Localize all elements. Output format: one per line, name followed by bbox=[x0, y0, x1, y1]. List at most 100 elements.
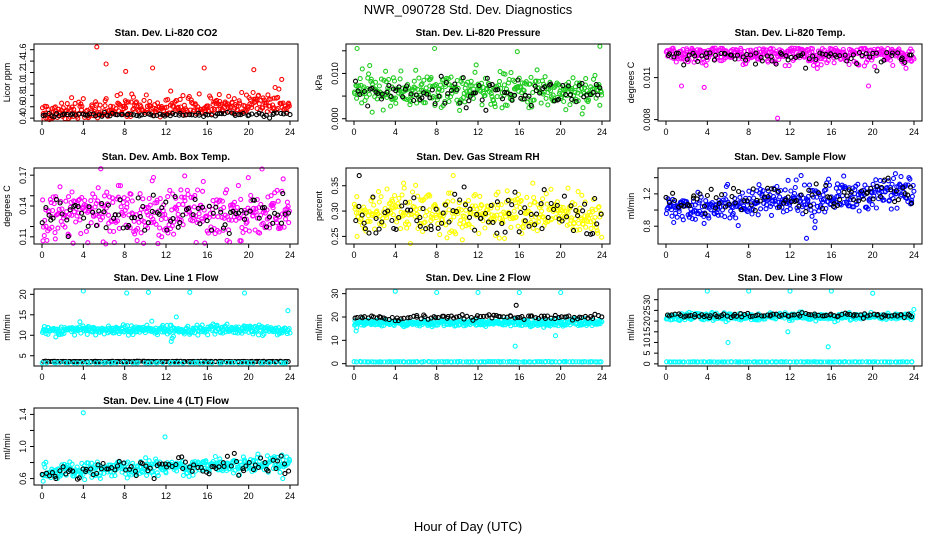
data-point bbox=[124, 201, 130, 207]
data-point bbox=[809, 46, 816, 52]
data-point bbox=[163, 470, 169, 476]
data-point bbox=[769, 58, 775, 64]
data-point bbox=[459, 224, 465, 230]
data-point bbox=[768, 212, 775, 218]
data-point bbox=[84, 331, 90, 337]
data-point bbox=[702, 211, 708, 217]
data-point bbox=[807, 50, 813, 56]
data-point bbox=[885, 175, 891, 181]
data-point bbox=[543, 359, 549, 365]
data-point bbox=[86, 204, 92, 210]
data-point bbox=[388, 94, 394, 100]
data-point bbox=[716, 200, 722, 206]
data-point bbox=[396, 84, 402, 90]
data-point bbox=[148, 360, 154, 366]
data-point bbox=[478, 215, 484, 221]
data-point bbox=[713, 52, 719, 58]
x-tick-label: 24 bbox=[285, 250, 295, 260]
data-point bbox=[589, 359, 595, 365]
data-point bbox=[176, 202, 182, 208]
data-point bbox=[741, 198, 747, 204]
data-point bbox=[171, 231, 177, 237]
data-point bbox=[722, 191, 728, 198]
data-point bbox=[512, 197, 518, 203]
data-point bbox=[452, 191, 458, 197]
data-point bbox=[686, 52, 692, 58]
data-point bbox=[140, 204, 146, 210]
data-point bbox=[532, 359, 538, 365]
data-point bbox=[721, 311, 727, 317]
data-point bbox=[157, 225, 163, 231]
data-point bbox=[190, 212, 196, 218]
data-point bbox=[444, 93, 450, 99]
data-point bbox=[129, 215, 135, 221]
outlier-point bbox=[892, 171, 898, 177]
data-point bbox=[908, 314, 915, 320]
data-point bbox=[908, 52, 914, 58]
data-point bbox=[533, 88, 539, 94]
data-point bbox=[787, 206, 793, 212]
data-points bbox=[663, 45, 917, 121]
data-point bbox=[757, 198, 763, 204]
data-point bbox=[220, 227, 226, 233]
data-point bbox=[599, 319, 605, 325]
data-point bbox=[773, 61, 779, 67]
outlier-point bbox=[552, 333, 559, 339]
data-point bbox=[391, 322, 397, 328]
data-point bbox=[556, 96, 562, 102]
data-point bbox=[722, 359, 728, 365]
data-point bbox=[109, 473, 115, 479]
data-point bbox=[813, 56, 819, 63]
data-point bbox=[80, 96, 86, 102]
data-point bbox=[159, 205, 165, 211]
data-point bbox=[429, 87, 435, 93]
data-point bbox=[448, 87, 455, 93]
outlier-point bbox=[512, 343, 518, 349]
data-point bbox=[588, 225, 594, 231]
data-point bbox=[259, 166, 265, 172]
data-point bbox=[597, 85, 603, 91]
x-tick-label: 16 bbox=[514, 250, 524, 260]
x-tick-label: 4 bbox=[393, 250, 398, 260]
y-tick-label: 25 bbox=[642, 305, 652, 315]
data-point bbox=[719, 192, 725, 198]
data-point bbox=[445, 314, 451, 320]
data-point bbox=[674, 214, 680, 220]
data-point bbox=[576, 220, 582, 227]
data-point bbox=[367, 218, 373, 225]
data-point bbox=[65, 194, 72, 200]
data-point bbox=[422, 213, 428, 219]
data-point bbox=[783, 53, 789, 59]
data-point bbox=[396, 204, 402, 210]
data-point bbox=[879, 184, 885, 191]
data-point bbox=[287, 330, 293, 336]
data-point bbox=[70, 240, 76, 246]
data-point bbox=[433, 315, 439, 321]
data-point bbox=[745, 310, 751, 316]
data-point bbox=[515, 191, 522, 198]
data-point bbox=[461, 316, 467, 322]
data-point bbox=[422, 219, 428, 225]
x-tick-label: 20 bbox=[244, 372, 254, 382]
data-point bbox=[180, 112, 186, 118]
data-point bbox=[894, 205, 900, 211]
x-tick-label: 20 bbox=[556, 372, 566, 382]
data-point bbox=[427, 95, 433, 101]
data-point bbox=[848, 55, 854, 62]
data-point bbox=[142, 330, 148, 336]
data-point bbox=[438, 73, 444, 79]
data-point bbox=[831, 60, 837, 66]
data-point bbox=[786, 63, 792, 69]
x-tick-label: 4 bbox=[705, 127, 710, 137]
data-point bbox=[149, 318, 155, 324]
data-point bbox=[95, 198, 101, 204]
data-point bbox=[195, 332, 201, 338]
data-point bbox=[206, 203, 212, 209]
data-point bbox=[577, 205, 583, 211]
data-point bbox=[777, 194, 783, 200]
data-point bbox=[776, 313, 782, 319]
data-point bbox=[150, 469, 156, 475]
data-point bbox=[875, 311, 881, 318]
data-point bbox=[582, 213, 588, 219]
data-point bbox=[160, 360, 166, 366]
